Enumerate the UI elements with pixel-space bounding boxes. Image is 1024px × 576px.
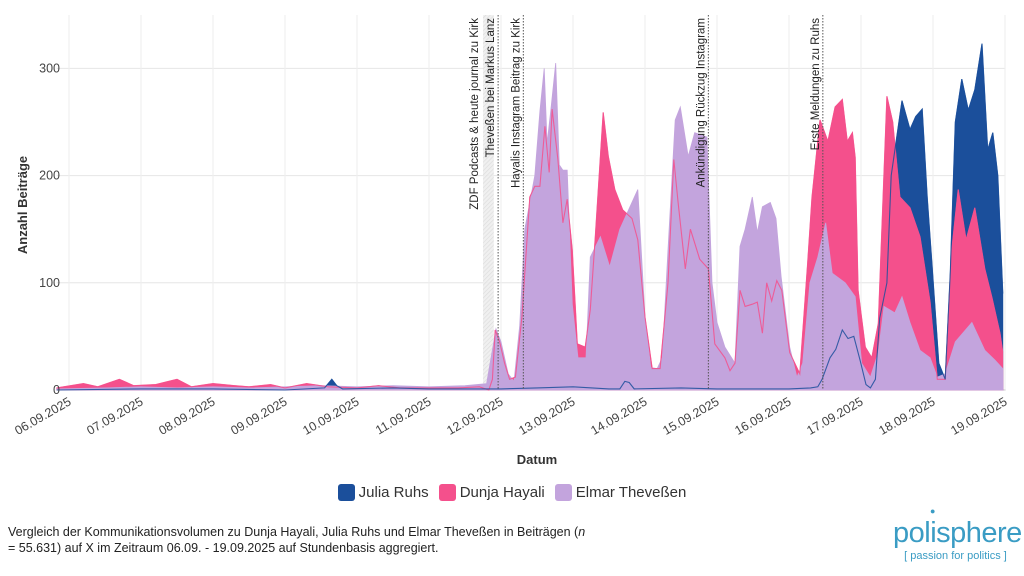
series-lines xyxy=(56,43,1004,391)
annotation-label: Hayalis Instagram Beitrag zu Kirk xyxy=(510,18,522,188)
legend-label: Elmar Theveßen xyxy=(575,484,687,501)
y-tick-label: 100 xyxy=(39,276,60,290)
annotation-label: Theveßen bei Markus Lanz xyxy=(485,18,497,158)
caption-line-1: Vergleich der Kommunikationsvolumen zu D… xyxy=(8,524,888,540)
x-tick-label: 18.09.2025 xyxy=(876,394,937,437)
y-axis: 0 100 200 300 xyxy=(39,61,60,397)
x-axis-label: Datum xyxy=(517,452,557,467)
y-tick-label: 200 xyxy=(39,169,60,183)
logo-word: polisphere xyxy=(893,517,1022,549)
x-tick-label: 08.09.2025 xyxy=(156,394,217,437)
y-tick-label: 300 xyxy=(39,61,60,75)
x-tick-label: 09.09.2025 xyxy=(228,394,289,437)
x-tick-label: 14.09.2025 xyxy=(588,394,649,437)
area-elmar-thevessen xyxy=(56,62,1004,391)
annotation-label: ZDF Podcasts & heute journal zu Kirk xyxy=(469,18,481,210)
legend-label: Dunja Hayali xyxy=(459,484,545,501)
caption: Vergleich der Kommunikationsvolumen zu D… xyxy=(8,524,888,556)
legend-item-dunja-hayali[interactable]: Dunja Hayali xyxy=(438,484,545,501)
annotation-bands xyxy=(483,15,494,390)
legend-swatch xyxy=(554,484,572,501)
drop-icon: ● xyxy=(930,506,936,516)
x-tick-label: 13.09.2025 xyxy=(516,394,577,437)
y-tick-label: 0 xyxy=(53,383,60,397)
annotation-label: Erste Meldungen zu Ruhs xyxy=(810,18,822,151)
logo-tagline: [ passion for politics ] xyxy=(904,550,1007,562)
polisphere-logo: ● polisphere [ passion for politics ] xyxy=(893,506,1022,562)
x-tick-label: 16.09.2025 xyxy=(732,394,793,437)
x-tick-label: 17.09.2025 xyxy=(804,394,865,437)
x-axis: 06.09.2025 07.09.2025 08.09.2025 09.09.2025… xyxy=(12,394,1009,437)
legend-swatch xyxy=(438,484,456,501)
x-tick-label: 07.09.2025 xyxy=(84,394,145,437)
legend-item-julia-ruhs[interactable]: Julia Ruhs xyxy=(337,484,429,501)
legend-swatch xyxy=(337,484,355,501)
x-tick-label: 10.09.2025 xyxy=(300,394,361,437)
volume-chart: ZDF Podcasts & heute journal zu Kirk Thev… xyxy=(12,15,1010,467)
x-tick-label: 06.09.2025 xyxy=(12,394,73,437)
line-julia-ruhs xyxy=(56,43,1004,391)
annotation-label: Ankündigung Rückzug Instagram xyxy=(695,18,707,187)
annotation-band xyxy=(483,15,494,390)
y-axis-label: Anzahl Beiträge xyxy=(15,156,30,254)
x-tick-label: 12.09.2025 xyxy=(444,394,505,437)
legend: Julia Ruhs Dunja Hayali Elmar Theveßen xyxy=(0,484,1024,501)
legend-label: Julia Ruhs xyxy=(358,484,429,501)
caption-text-end: = 55.631) auf X im Zeitraum 06.09. - 19.… xyxy=(8,541,439,555)
x-tick-label: 19.09.2025 xyxy=(948,394,1009,437)
annotations: ZDF Podcasts & heute journal zu Kirk Thev… xyxy=(469,15,824,390)
caption-n: n xyxy=(578,525,586,539)
legend-item-elmar-thevessen[interactable]: Elmar Theveßen xyxy=(554,484,687,501)
x-tick-label: 15.09.2025 xyxy=(660,394,721,437)
x-tick-label: 11.09.2025 xyxy=(373,394,433,437)
caption-text: Vergleich der Kommunikationsvolumen zu D… xyxy=(8,525,579,539)
